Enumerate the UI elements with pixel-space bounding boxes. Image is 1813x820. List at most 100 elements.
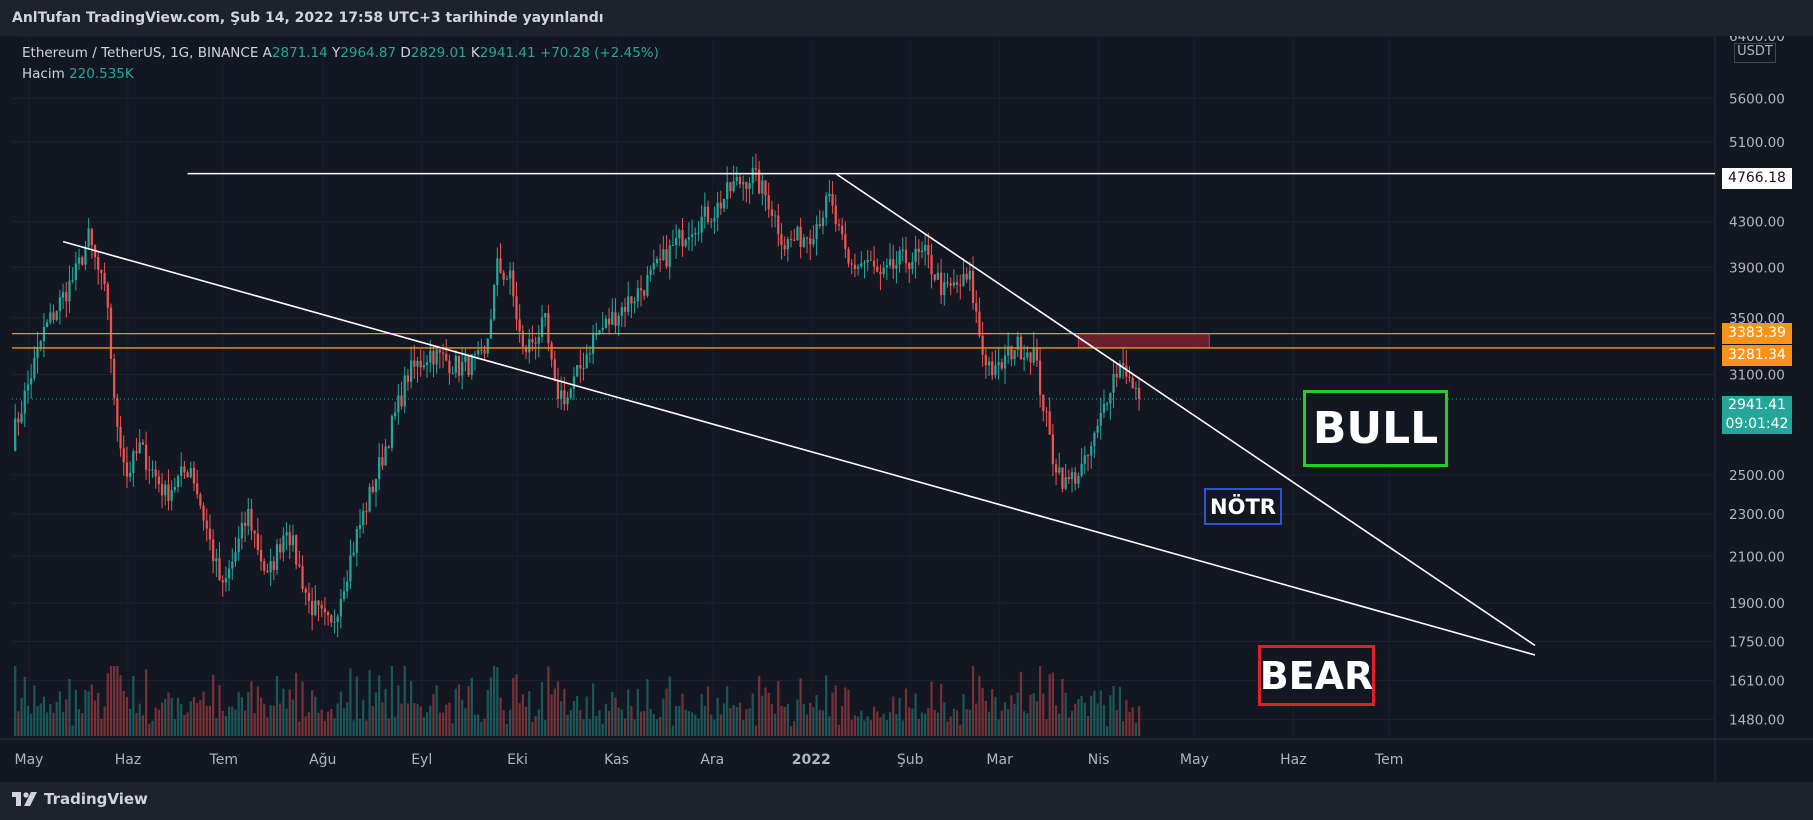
candle-body	[1032, 347, 1035, 363]
volume-bar	[703, 705, 706, 736]
volume-bar	[65, 699, 68, 736]
candle-body	[20, 413, 23, 423]
candle-body	[1064, 477, 1067, 489]
candle-body	[457, 355, 461, 376]
y-tick-label: 5100.00	[1729, 135, 1785, 151]
neutral-label-box[interactable]: NÖTR	[1204, 488, 1282, 525]
candle-body	[863, 262, 866, 264]
volume-bar	[71, 725, 74, 736]
candle-body	[991, 361, 994, 376]
candle-body	[470, 354, 473, 376]
candle-body	[508, 270, 512, 279]
candle-body	[301, 566, 304, 589]
candle-body	[87, 228, 90, 247]
volume-bar	[186, 712, 189, 736]
candle-body	[113, 358, 116, 398]
volume-bar	[869, 720, 873, 736]
volume-bar	[323, 720, 327, 736]
volume-bar	[566, 714, 569, 736]
candle-body	[892, 259, 895, 269]
volume-bar	[441, 712, 445, 736]
candle-body	[882, 267, 885, 275]
resistance-zone[interactable]	[1077, 333, 1210, 349]
candle-body	[1112, 373, 1115, 393]
candle-body	[850, 263, 853, 265]
volume-bar	[406, 703, 410, 736]
volume-bar	[416, 703, 419, 736]
publish-line: AnlTufan TradingView.com, Şub 14, 2022 1…	[12, 10, 604, 26]
candle-body	[342, 591, 346, 600]
x-tick-label: 2022	[792, 752, 831, 768]
tradingview-brand[interactable]: TradingView	[12, 790, 148, 808]
chart-background	[0, 36, 1813, 782]
candle-body	[160, 484, 164, 496]
volume-bar	[192, 697, 196, 736]
candle-body	[202, 505, 205, 521]
candle-body	[927, 244, 930, 255]
candle-body	[825, 196, 828, 218]
candle-body	[668, 245, 671, 267]
candle-body	[789, 239, 793, 241]
volume-bar	[435, 685, 438, 736]
volume-bar	[911, 708, 914, 736]
volume-bar	[1026, 713, 1029, 736]
candle-body	[231, 561, 234, 569]
candle-body	[528, 339, 531, 353]
volume-bar	[521, 694, 524, 736]
price-chart[interactable]: 6400.00 5600.00 5100.00 4300.00 3900.00 3500.…	[0, 36, 1813, 782]
candle-body	[480, 350, 483, 352]
candle-body	[521, 331, 524, 347]
volume-bar	[968, 709, 971, 736]
candle-body	[802, 237, 805, 247]
candle-body	[68, 280, 71, 302]
currency-tag[interactable]: USDT	[1734, 43, 1776, 63]
volume-bar	[269, 705, 272, 736]
bull-label-box[interactable]: BULL	[1303, 390, 1448, 467]
volume-bar	[579, 710, 582, 736]
candle-body	[176, 475, 180, 487]
candle-body	[429, 350, 432, 363]
volume-bar	[940, 683, 943, 736]
candle-body	[129, 472, 132, 477]
volume-bar	[1013, 703, 1016, 736]
volume-bar	[470, 677, 473, 736]
candle-body	[914, 248, 917, 263]
legend-low: 2829.01	[410, 45, 467, 61]
volume-bar	[49, 704, 52, 736]
candle-body	[662, 249, 665, 260]
volume-bar	[106, 673, 109, 736]
bear-label-box[interactable]: BEAR	[1258, 645, 1375, 706]
volume-bar	[1096, 703, 1099, 736]
candle-body	[815, 223, 818, 239]
candle-body	[387, 446, 390, 448]
trendline-descending-support[interactable]	[62, 240, 1536, 656]
volume-bar	[1128, 711, 1131, 736]
volume-bar	[477, 714, 480, 736]
volume-bar	[113, 666, 116, 736]
volume-bar	[975, 703, 978, 736]
volume-bar	[1035, 701, 1039, 736]
volume-bar	[1023, 711, 1026, 736]
y-tick-label: 1480.00	[1729, 713, 1785, 729]
volume-bar	[199, 700, 202, 736]
candle-body	[432, 350, 435, 365]
volume-bar	[1134, 722, 1138, 736]
volume-bar	[390, 666, 394, 736]
candle-body	[821, 217, 825, 227]
volume-bar	[438, 712, 441, 736]
volume-bar	[170, 697, 173, 736]
trendline-descending-resistance[interactable]	[835, 172, 1536, 647]
volume-bar	[860, 710, 863, 736]
volume-bar	[1061, 678, 1064, 736]
candle-body	[33, 357, 36, 379]
candle-body	[256, 533, 259, 550]
candle-body	[585, 354, 588, 368]
candle-body	[132, 451, 135, 473]
candle-body	[164, 484, 167, 496]
volume-bar	[627, 689, 630, 736]
volume-bar	[448, 702, 451, 736]
candle-body	[39, 341, 42, 347]
volume-bar	[1109, 695, 1112, 736]
candle-body	[1086, 455, 1090, 457]
candle-body	[936, 272, 940, 280]
